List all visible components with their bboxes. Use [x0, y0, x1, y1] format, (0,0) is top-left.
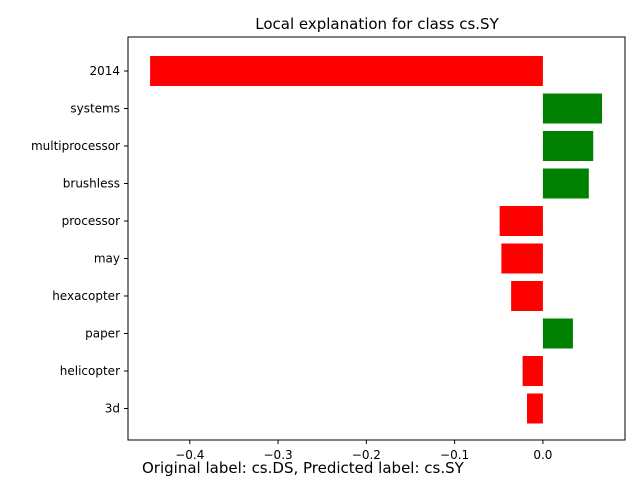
- y-tick-label: processor: [62, 214, 120, 228]
- x-tick-label: −0.1: [440, 448, 469, 462]
- bar-3d: [527, 393, 543, 424]
- y-axis-ticks: 2014 systems multiprocessor brushless proces…: [31, 64, 128, 416]
- y-tick-label: 2014: [89, 64, 120, 78]
- chart-title: Local explanation for class cs.SY: [255, 15, 499, 33]
- bar-processor: [499, 206, 543, 236]
- x-axis-ticks: −0.4 −0.3 −0.2 −0.1 0.0: [175, 440, 552, 462]
- y-tick-label: systems: [70, 102, 120, 116]
- x-tick-label: −0.3: [264, 448, 293, 462]
- y-tick-label: multiprocessor: [31, 139, 120, 153]
- x-tick-label: 0.0: [533, 448, 552, 462]
- label-caption: Original label: cs.DS, Predicted label: …: [142, 459, 464, 477]
- x-tick-label: −0.2: [352, 448, 381, 462]
- bar-multiprocessor: [542, 131, 594, 161]
- y-tick-label: 3d: [105, 402, 120, 416]
- y-tick-label: brushless: [63, 177, 120, 191]
- y-tick-label: paper: [85, 327, 120, 341]
- bar-helicopter: [522, 356, 543, 386]
- y-tick-label: helicopter: [60, 364, 120, 378]
- plot-frame: [127, 36, 626, 441]
- bar-systems: [542, 93, 603, 124]
- y-tick-label: may: [94, 252, 120, 266]
- bar-may: [501, 243, 543, 274]
- x-tick-label: −0.4: [175, 448, 204, 462]
- bar-brushless: [542, 168, 589, 199]
- bars-group: [150, 56, 603, 424]
- bar-hexacopter: [511, 281, 543, 311]
- bar-2014: [150, 56, 543, 86]
- bar-paper: [542, 318, 573, 349]
- y-tick-label: hexacopter: [52, 289, 120, 303]
